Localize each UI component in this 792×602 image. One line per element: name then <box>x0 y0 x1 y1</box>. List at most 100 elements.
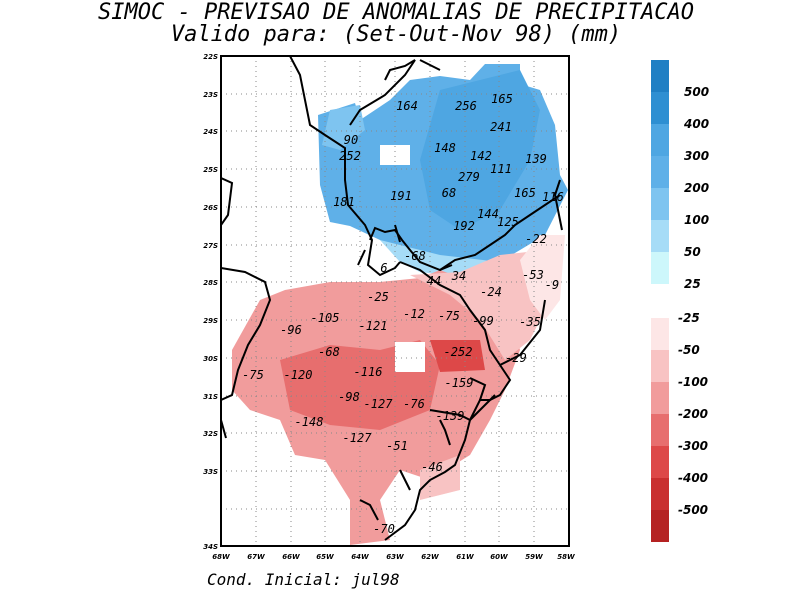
lon-label: 67W <box>247 553 265 561</box>
legend-swatch <box>651 478 669 510</box>
legend-label: 100 <box>684 213 709 227</box>
value-label: 165 <box>514 186 536 200</box>
value-label: 34 <box>451 269 466 283</box>
legend-label: -300 <box>678 439 708 453</box>
value-label: 6 <box>380 261 387 275</box>
value-label: -68 <box>318 345 340 359</box>
legend-swatch <box>651 382 669 414</box>
legend-label: -25 <box>678 311 700 325</box>
legend-label: 300 <box>684 149 709 163</box>
lon-label: 63W <box>386 553 404 561</box>
very-strong-negative-core <box>430 340 485 372</box>
lat-label: 32S <box>203 430 218 438</box>
weak-negative-edge <box>520 235 565 320</box>
value-label: -75 <box>438 309 460 323</box>
light-positive-area <box>322 105 365 150</box>
lat-label: 30S <box>203 355 218 363</box>
value-label: -120 <box>284 368 313 382</box>
negative-color-legend: -25 -50 -100 -200 -300 -400 -500 <box>651 311 708 542</box>
value-label: -51 <box>386 439 408 453</box>
legend-label: 500 <box>684 85 709 99</box>
value-label: -252 <box>444 345 473 359</box>
value-label: -25 <box>367 290 389 304</box>
legend-label: 50 <box>684 245 701 259</box>
legend-label: 200 <box>684 181 709 195</box>
lon-label: 65W <box>316 553 334 561</box>
value-label: 241 <box>490 120 512 134</box>
legend-label: -50 <box>678 343 700 357</box>
lat-label: 23S <box>203 91 218 99</box>
lat-label: 33S <box>203 468 218 476</box>
positive-color-legend: 500 400 300 200 100 50 25 <box>651 60 709 291</box>
legend-swatch <box>651 350 669 382</box>
legend-swatch <box>651 446 669 478</box>
value-label: 191 <box>390 189 412 203</box>
latitude-axis: 22S 23S 24S 25S 26S 27S 28S 29S 30S 31S … <box>203 53 218 551</box>
value-label: -76 <box>403 397 425 411</box>
lon-label: 64W <box>351 553 369 561</box>
legend-swatch <box>651 318 669 350</box>
legend-label: 400 <box>683 117 709 131</box>
value-label: 139 <box>525 152 547 166</box>
legend-label: -100 <box>678 375 708 389</box>
value-label: -68 <box>404 249 426 263</box>
legend-label: -200 <box>678 407 708 421</box>
value-label: 142 <box>470 149 492 163</box>
value-label: -12 <box>403 307 425 321</box>
lon-label: 66W <box>282 553 300 561</box>
value-label: 125 <box>497 215 519 229</box>
value-label: 148 <box>434 141 456 155</box>
value-label: 164 <box>396 99 418 113</box>
moderate-negative-area <box>410 250 555 360</box>
map-subtitle: Valido para: (Set-Out-Nov 98) (mm) <box>170 22 622 47</box>
legend-swatch <box>651 92 669 124</box>
legend-label: 25 <box>684 277 701 291</box>
lat-label: 28S <box>203 279 218 287</box>
lat-label: 27S <box>203 242 218 250</box>
map-title: SIMOC - PREVISAO DE ANOMALIAS DE PRECIPI… <box>97 0 695 25</box>
value-label: 68 <box>442 186 456 200</box>
value-label: -148 <box>295 415 324 429</box>
legend-label: -400 <box>678 471 708 485</box>
lon-label: 68W <box>212 553 230 561</box>
value-label: -105 <box>311 311 340 325</box>
legend-swatch <box>651 252 669 284</box>
value-label: -99 <box>472 314 494 328</box>
value-label: -121 <box>359 319 388 333</box>
map-frame <box>220 55 570 547</box>
value-label: -70 <box>373 522 395 536</box>
value-label: -53 <box>522 268 544 282</box>
value-label: -9 <box>545 278 559 292</box>
value-label: -116 <box>354 365 383 379</box>
legend-swatch <box>651 124 669 156</box>
lat-label: 25S <box>203 166 218 174</box>
value-label: -29 <box>505 351 527 365</box>
precipitation-field <box>232 64 568 545</box>
lat-label: 34S <box>203 543 218 551</box>
value-label: -127 <box>343 431 373 445</box>
lon-label: 61W <box>456 553 474 561</box>
legend-swatch <box>651 188 669 220</box>
legend-swatch <box>651 414 669 446</box>
value-label: -139 <box>436 409 465 423</box>
lon-label: 60W <box>490 553 508 561</box>
value-label: 181 <box>333 195 355 209</box>
lat-label: 29S <box>203 317 218 325</box>
value-label: -35 <box>519 315 541 329</box>
lat-label: 22S <box>203 53 218 61</box>
value-label: 192 <box>453 219 475 233</box>
lon-label: 62W <box>421 553 439 561</box>
value-label: -22 <box>525 232 547 246</box>
value-label: -96 <box>280 323 302 337</box>
value-label: -98 <box>338 390 360 404</box>
lat-label: 26S <box>203 204 218 212</box>
legend-label: -500 <box>678 503 708 517</box>
value-label: 165 <box>491 92 513 106</box>
value-label: 90 <box>344 133 358 147</box>
value-label: -127 <box>364 397 394 411</box>
value-labels: 164 256 165 241 90 252 148 142 139 111 2… <box>242 92 564 536</box>
legend-swatch <box>651 156 669 188</box>
lat-label: 24S <box>203 128 218 136</box>
value-label: -159 <box>445 376 474 390</box>
